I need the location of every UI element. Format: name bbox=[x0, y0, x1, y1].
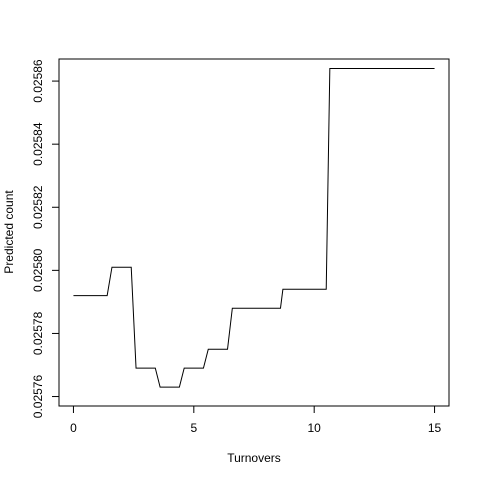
y-tick-label: 0.02586 bbox=[31, 59, 45, 103]
series-line bbox=[73, 67, 435, 388]
y-axis: 0.02576 0.02578 0.02580 0.02582 0.02584 0.025… bbox=[31, 59, 60, 419]
y-tick-label: 0.02580 bbox=[31, 248, 45, 292]
y-tick-label: 0.02576 bbox=[31, 375, 45, 419]
y-tick-label: 0.02578 bbox=[31, 311, 45, 355]
x-tick-label: 5 bbox=[190, 421, 197, 435]
series-layer bbox=[73, 67, 435, 388]
y-axis-label: Predicted count bbox=[2, 190, 16, 274]
x-tick-label: 10 bbox=[308, 421, 322, 435]
x-axis: 0 5 10 15 bbox=[70, 405, 442, 435]
x-tick-label: 15 bbox=[428, 421, 442, 435]
y-tick-label: 0.02582 bbox=[31, 185, 45, 229]
plot-frame bbox=[58, 58, 450, 407]
x-tick-label: 0 bbox=[70, 421, 77, 435]
y-tick-label: 0.02584 bbox=[31, 122, 45, 166]
x-axis-label: Turnovers bbox=[227, 451, 281, 465]
